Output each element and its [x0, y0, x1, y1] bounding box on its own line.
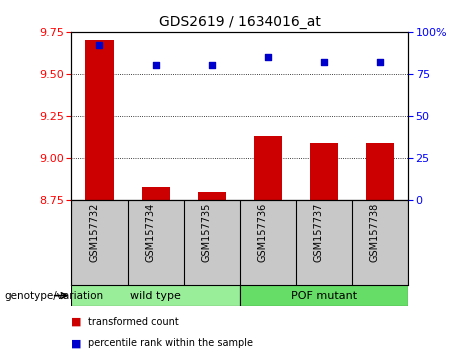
- Text: GSM157738: GSM157738: [370, 202, 380, 262]
- Text: GSM157732: GSM157732: [89, 202, 100, 262]
- Point: [208, 63, 215, 68]
- Bar: [71, 285, 240, 306]
- Point: [96, 42, 103, 48]
- Text: GSM157736: GSM157736: [258, 202, 268, 262]
- Text: ■: ■: [71, 338, 82, 348]
- Bar: [254, 136, 282, 200]
- Text: genotype/variation: genotype/variation: [5, 291, 104, 301]
- Title: GDS2619 / 1634016_at: GDS2619 / 1634016_at: [159, 16, 321, 29]
- Text: transformed count: transformed count: [88, 317, 178, 327]
- Point: [376, 59, 384, 65]
- Text: ■: ■: [71, 317, 82, 327]
- Text: GSM157734: GSM157734: [146, 202, 156, 262]
- Point: [320, 59, 327, 65]
- Bar: [198, 192, 226, 200]
- Bar: [85, 40, 113, 200]
- Text: GSM157737: GSM157737: [314, 202, 324, 262]
- Text: wild type: wild type: [130, 291, 181, 301]
- Point: [264, 54, 272, 60]
- Text: GSM157735: GSM157735: [201, 202, 212, 262]
- Bar: [366, 143, 394, 200]
- Bar: [310, 143, 338, 200]
- Point: [152, 63, 160, 68]
- Bar: [240, 285, 408, 306]
- Text: POF mutant: POF mutant: [291, 291, 357, 301]
- Bar: [142, 187, 170, 200]
- Text: percentile rank within the sample: percentile rank within the sample: [88, 338, 253, 348]
